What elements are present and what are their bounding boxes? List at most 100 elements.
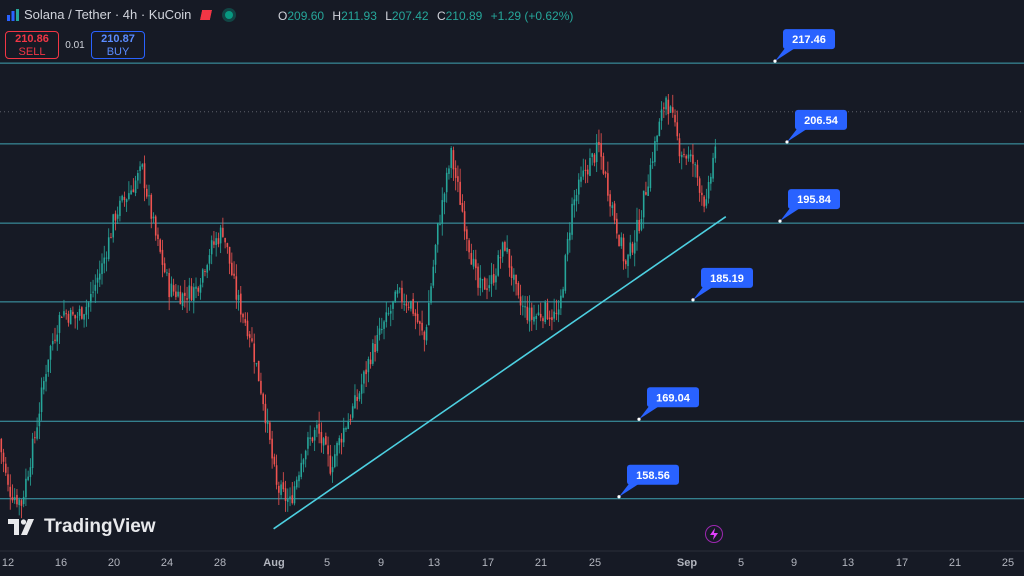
x-tick-17: 21 bbox=[949, 557, 961, 569]
candle-104 bbox=[231, 252, 233, 277]
candle-78 bbox=[172, 278, 175, 296]
candle-body bbox=[237, 294, 240, 301]
candle-body bbox=[150, 194, 153, 219]
candle-body bbox=[304, 450, 307, 460]
candle-body bbox=[92, 291, 94, 293]
level-labels[interactable]: 217.46 206.54 195.84 185.19 169.04 158.56 bbox=[617, 29, 847, 499]
high-label: H bbox=[332, 9, 342, 23]
candle-body bbox=[428, 302, 430, 326]
candle-205 bbox=[457, 165, 459, 193]
candle-body bbox=[389, 310, 392, 314]
candle-body bbox=[22, 496, 25, 505]
candle-body bbox=[457, 176, 459, 182]
sell-button[interactable]: 210.86 SELL bbox=[5, 31, 59, 59]
candle-9 bbox=[18, 497, 20, 516]
candle-253 bbox=[564, 253, 567, 294]
candle-246 bbox=[548, 310, 551, 326]
candle-body bbox=[78, 308, 81, 316]
candle-129 bbox=[286, 488, 289, 512]
candle-179 bbox=[398, 287, 401, 294]
candle-body bbox=[143, 163, 146, 189]
candle-body bbox=[345, 428, 347, 430]
candle-body bbox=[432, 266, 435, 286]
candle-body bbox=[242, 313, 244, 318]
candle-280 bbox=[624, 259, 627, 269]
candle-5 bbox=[9, 474, 12, 510]
candle-body bbox=[593, 154, 596, 163]
candle-body bbox=[636, 219, 638, 242]
candle-body bbox=[338, 438, 341, 446]
market-open-status-icon[interactable] bbox=[225, 10, 234, 19]
candle-268 bbox=[598, 129, 600, 153]
candle-body bbox=[367, 359, 370, 373]
time-axis[interactable]: 12 16 20 24 28 Aug 5 9 13 17 21 25 Sep 5 9 13 17 21 25 bbox=[2, 557, 1014, 569]
level-label-4[interactable]: 169.04 bbox=[637, 387, 699, 421]
candle-body bbox=[363, 371, 365, 384]
spread-value: 0.01 bbox=[65, 39, 85, 51]
candle-body bbox=[405, 303, 408, 306]
candle-24 bbox=[51, 333, 54, 351]
candle-body bbox=[27, 476, 29, 480]
candle-body bbox=[604, 172, 607, 174]
candle-306 bbox=[683, 148, 685, 158]
candle-body bbox=[575, 195, 578, 202]
candle-152 bbox=[338, 435, 341, 454]
candle-body bbox=[685, 155, 688, 159]
lightning-icon[interactable] bbox=[705, 525, 723, 543]
candle-body bbox=[161, 249, 164, 265]
candle-body bbox=[96, 277, 99, 283]
symbol-title[interactable]: Solana / Tether · 4h · KuCoin bbox=[24, 7, 192, 22]
level-label-5[interactable]: 158.56 bbox=[617, 464, 679, 499]
candle-214 bbox=[477, 263, 479, 296]
candle-22 bbox=[47, 359, 50, 377]
candle-body bbox=[649, 164, 652, 189]
candle-114 bbox=[253, 333, 256, 374]
candle-133 bbox=[295, 476, 298, 490]
high-value: 211.93 bbox=[341, 9, 377, 23]
candle-294 bbox=[656, 134, 658, 151]
candle-body bbox=[51, 341, 54, 345]
candle-65 bbox=[143, 155, 146, 202]
candle-body bbox=[266, 420, 269, 425]
candle-body bbox=[114, 213, 117, 221]
candle-269 bbox=[600, 133, 602, 170]
candle-270 bbox=[602, 152, 605, 176]
candle-90 bbox=[199, 278, 202, 300]
candle-203 bbox=[452, 146, 455, 181]
level-label-2[interactable]: 195.84 bbox=[778, 189, 840, 223]
candle-111 bbox=[246, 312, 249, 340]
candle-body bbox=[132, 189, 135, 193]
candle-body bbox=[633, 242, 636, 254]
candle-257 bbox=[573, 189, 576, 218]
buy-button[interactable]: 210.87 BUY bbox=[91, 31, 145, 59]
logo-text: TradingView bbox=[44, 516, 156, 537]
candle-body bbox=[441, 200, 444, 224]
support-trendline[interactable] bbox=[273, 216, 727, 530]
candle-body bbox=[139, 166, 141, 172]
candle-181 bbox=[403, 293, 405, 311]
candle-body bbox=[222, 227, 224, 237]
tradingview-logo[interactable]: TradingView bbox=[8, 516, 156, 538]
candle-body bbox=[539, 313, 542, 318]
candle-70 bbox=[154, 214, 157, 241]
candle-body bbox=[499, 257, 502, 259]
candle-162 bbox=[360, 373, 363, 404]
candle-318 bbox=[710, 173, 712, 191]
candle-body bbox=[595, 142, 598, 163]
trendline[interactable] bbox=[273, 216, 727, 530]
candle-238 bbox=[530, 302, 533, 331]
candle-body bbox=[667, 99, 670, 115]
candle-body bbox=[483, 278, 486, 290]
candle-body bbox=[624, 260, 627, 265]
candle-body bbox=[87, 302, 90, 308]
x-tick-5: Aug bbox=[263, 557, 284, 569]
candle-body bbox=[269, 422, 271, 440]
label-anchor bbox=[617, 495, 621, 499]
level-label-0[interactable]: 217.46 bbox=[773, 29, 835, 63]
candle-body bbox=[293, 486, 296, 504]
candle-body bbox=[172, 285, 175, 292]
level-label-1[interactable]: 206.54 bbox=[785, 109, 847, 144]
label-pointer bbox=[619, 483, 639, 497]
level-label-3[interactable]: 185.19 bbox=[691, 267, 753, 302]
